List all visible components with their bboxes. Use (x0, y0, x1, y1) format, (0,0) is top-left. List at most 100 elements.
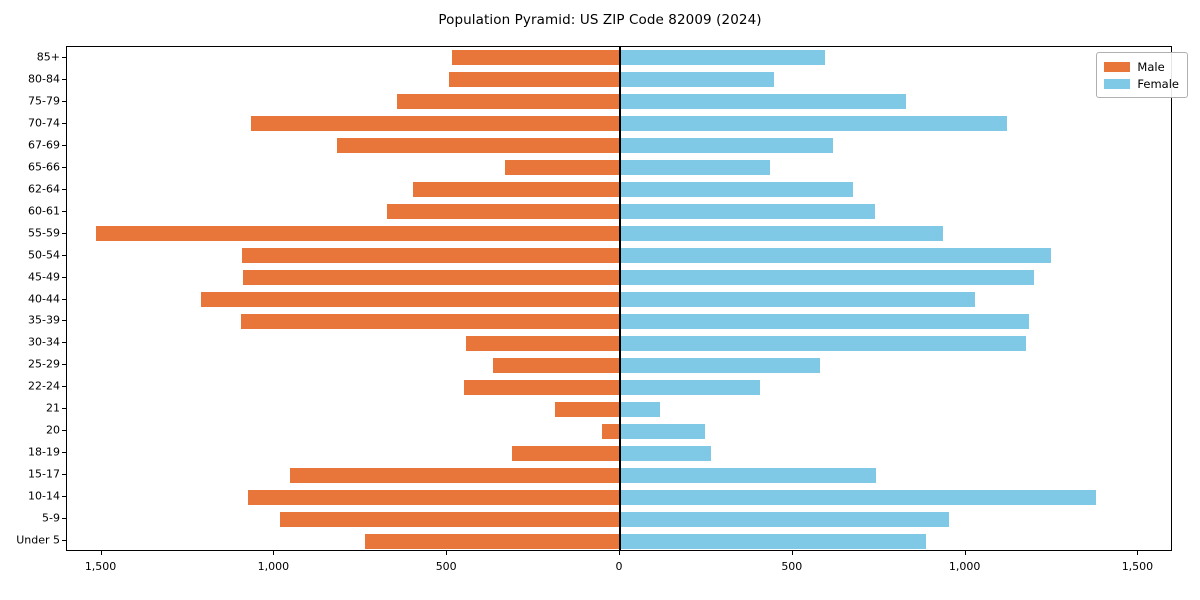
bar-male (555, 401, 620, 417)
bar-male (466, 335, 620, 351)
bar-female (620, 204, 876, 220)
y-tick-mark (62, 188, 66, 190)
bar-male (243, 270, 620, 286)
y-tick-mark (62, 452, 66, 454)
bar-female (620, 533, 926, 549)
y-tick-label: 40-44 (28, 292, 60, 305)
bar-female (620, 94, 907, 110)
x-tick-mark (273, 551, 275, 555)
x-tick-mark (791, 551, 793, 555)
x-tick-label: 1,000 (948, 560, 981, 573)
bar-male (289, 467, 620, 483)
y-tick-mark (62, 56, 66, 58)
y-tick-label: 67-69 (28, 138, 60, 152)
y-tick-label: 80-84 (28, 72, 60, 86)
bar-male (511, 445, 620, 461)
bar-male (240, 313, 620, 329)
chart-title: Population Pyramid: US ZIP Code 82009 (2… (438, 12, 762, 28)
y-tick-label: 60-61 (28, 204, 60, 218)
bar-female (620, 379, 760, 395)
bar-female (620, 226, 943, 242)
y-tick-label: 75-79 (28, 94, 60, 108)
legend-swatch-female-icon (1104, 78, 1131, 89)
y-tick-label: 35-39 (28, 313, 60, 327)
x-tick-label: 500 (435, 560, 457, 573)
y-tick-mark (62, 496, 66, 498)
x-tick-mark (964, 551, 966, 555)
bar-male (201, 292, 620, 307)
bar-female (620, 489, 1096, 505)
y-tick-mark (62, 276, 66, 278)
legend-label-female: Female (1137, 76, 1179, 91)
bar-female (620, 335, 1027, 351)
y-tick-label: 70-74 (28, 116, 60, 130)
y-tick-mark (62, 430, 66, 432)
y-tick-mark (62, 408, 66, 410)
y-tick-mark (62, 342, 66, 344)
x-tick-mark (446, 551, 448, 555)
y-tick-label: 15-17 (28, 467, 60, 481)
x-tick-label: 1,500 (84, 560, 117, 573)
y-tick-mark (62, 254, 66, 256)
bar-female (620, 116, 1008, 132)
bar-male (364, 533, 620, 549)
x-tick-label: 500 (781, 560, 803, 573)
bar-male (279, 511, 620, 527)
x-tick-label: 1,000 (257, 560, 290, 573)
y-tick-mark (62, 540, 66, 542)
y-tick-mark (62, 210, 66, 212)
bar-male (602, 423, 620, 439)
y-tick-label: 21 (46, 401, 60, 415)
bar-male (250, 116, 620, 132)
bar-female (620, 467, 877, 483)
y-tick-label: 45-49 (28, 270, 60, 284)
bar-male (464, 379, 620, 395)
bar-female (620, 511, 949, 527)
bar-female (620, 138, 833, 154)
bar-male (505, 160, 620, 176)
bar-female (620, 182, 853, 198)
y-tick-mark (62, 474, 66, 476)
legend-item-female: Female (1104, 75, 1179, 92)
y-tick-label: 85+ (36, 50, 60, 64)
legend-item-male: Male (1104, 58, 1179, 75)
bar-male (387, 204, 620, 220)
y-tick-mark (62, 386, 66, 388)
bar-male (336, 138, 620, 154)
y-tick-mark (62, 78, 66, 80)
y-tick-label: 62-64 (28, 182, 60, 196)
bar-female (620, 423, 706, 439)
bar-female (620, 72, 774, 88)
plot-axes (66, 46, 1172, 551)
bar-male (95, 226, 620, 242)
bar-female (620, 50, 825, 66)
bar-male (492, 357, 620, 373)
y-tick-label: 22-24 (28, 379, 60, 393)
bar-female (620, 401, 660, 417)
legend-swatch-male-icon (1104, 61, 1131, 72)
y-tick-mark (62, 298, 66, 300)
bar-female (620, 357, 821, 373)
y-tick-mark (62, 364, 66, 366)
y-tick-label: 5-9 (42, 511, 60, 525)
y-tick-mark (62, 232, 66, 234)
y-tick-label: 55-59 (28, 226, 60, 240)
bar-male (448, 72, 620, 88)
x-tick-label: 1,500 (1121, 560, 1154, 573)
y-tick-label: 25-29 (28, 357, 60, 371)
y-tick-label: 65-66 (28, 160, 60, 174)
y-tick-label: 18-19 (28, 445, 60, 459)
y-tick-mark (62, 100, 66, 102)
y-tick-label: 30-34 (28, 335, 60, 349)
bar-male (248, 489, 620, 505)
bar-female (620, 270, 1035, 286)
chart-legend: Male Female (1096, 52, 1188, 98)
bar-male (242, 248, 620, 264)
y-tick-label: 10-14 (28, 489, 60, 503)
x-tick-label: 0 (615, 560, 623, 573)
bar-male (413, 182, 620, 198)
bar-female (620, 292, 975, 307)
zero-axis-line (619, 47, 621, 550)
y-tick-label: 20 (46, 423, 60, 437)
